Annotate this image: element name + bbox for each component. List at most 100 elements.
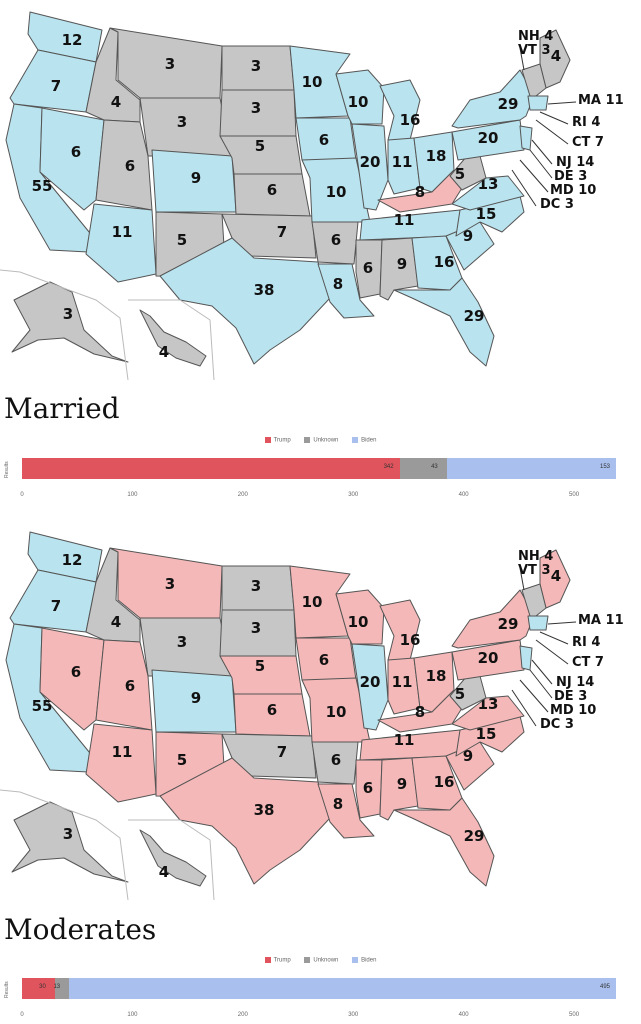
results-bar-moderates: 30 13 495 — [22, 978, 616, 999]
callout-label: RI 4 — [572, 635, 600, 650]
state-mt: 3 — [109, 547, 223, 619]
callout-label: RI 4 — [572, 115, 600, 130]
axis-tick-label: 200 — [237, 492, 248, 498]
state-ga: 16 — [411, 755, 463, 811]
electoral-votes-label: 5 — [177, 751, 187, 769]
legend-item-biden: Biden — [352, 957, 376, 964]
callout-line — [535, 119, 569, 145]
electoral-votes-label: 20 — [478, 649, 499, 667]
state-fl: 29 — [393, 277, 495, 367]
state-shape — [39, 107, 105, 211]
axis-tick-label: 300 — [348, 1012, 359, 1018]
state-shape — [527, 95, 549, 111]
state-shape — [387, 657, 421, 715]
callout-label: CT 7 — [572, 655, 604, 670]
bar-segment-biden — [69, 978, 616, 999]
state-mi: 16 — [379, 79, 421, 141]
state-wi: 10 — [335, 69, 385, 125]
callout-line — [511, 169, 537, 207]
state-tn: 11 — [359, 729, 471, 761]
callout-line — [539, 631, 569, 645]
electoral-votes-label: 10 — [348, 93, 369, 111]
state-shape — [85, 723, 157, 803]
electoral-votes-label: 38 — [254, 281, 275, 299]
electoral-votes-label: 8 — [415, 183, 425, 201]
electoral-votes-label: 10 — [326, 703, 347, 721]
electoral-votes-label: 11 — [392, 673, 413, 691]
electoral-votes-label: 9 — [397, 775, 407, 793]
legend-label: Unknown — [313, 437, 339, 444]
state-oh: 18 — [413, 131, 455, 193]
state-ar: 6 — [311, 741, 359, 785]
electoral-votes-label: 9 — [191, 169, 201, 187]
electoral-votes-label: 5 — [255, 137, 265, 155]
state-shape — [451, 119, 525, 161]
callout-label: MD 10 — [550, 703, 596, 718]
axis-tick-label: 400 — [458, 492, 469, 498]
axis-tick-label: 200 — [237, 1012, 248, 1018]
electoral-votes-label: 29 — [498, 615, 519, 633]
legend-swatch-unknown — [304, 957, 311, 963]
state-shape — [335, 589, 385, 645]
electoral-votes-label: 6 — [331, 751, 341, 769]
electoral-votes-label: 15 — [476, 725, 497, 743]
bar-segment-unknown — [55, 978, 70, 999]
electoral-votes-label: 6 — [125, 677, 135, 695]
legend-label: Trump — [273, 957, 291, 964]
state-shape — [451, 695, 525, 731]
callout-label: MD 10 — [550, 183, 596, 198]
state-ms: 6 — [355, 239, 383, 299]
callout-label: NJ 14 — [556, 675, 594, 690]
electoral-votes-label: 16 — [400, 631, 421, 649]
state-shape — [351, 123, 389, 211]
electoral-votes-label: 11 — [394, 211, 415, 229]
legend-swatch-trump — [264, 957, 271, 963]
callout-label: NJ 14 — [556, 155, 594, 170]
electoral-votes-label: 10 — [326, 183, 347, 201]
electoral-votes-label: 10 — [348, 613, 369, 631]
electoral-votes-label: 3 — [251, 577, 261, 595]
callout-label: DE 3 — [554, 169, 587, 184]
state-ar: 6 — [311, 221, 359, 265]
electoral-votes-label: 3 — [251, 57, 261, 75]
electoral-votes-label: 5 — [455, 165, 465, 183]
state-il: 20 — [351, 643, 389, 731]
bar-ylabel: Results — [4, 461, 10, 478]
state-az: 11 — [85, 723, 157, 803]
state-shape — [355, 239, 383, 299]
electoral-votes-label: 20 — [478, 129, 499, 147]
state-in: 11 — [387, 137, 421, 195]
axis-tick-label: 100 — [127, 492, 138, 498]
state-shape — [85, 203, 157, 283]
electoral-votes-label: 5 — [255, 657, 265, 675]
electoral-votes-label: 6 — [331, 231, 341, 249]
callout-label: NH 4 — [518, 549, 553, 564]
state-la: 8 — [317, 783, 375, 839]
state-ak: 3 — [11, 281, 129, 363]
state-ms: 6 — [355, 759, 383, 819]
state-shape — [519, 645, 533, 671]
bar-value-trump: 342 — [383, 464, 394, 470]
electoral-votes-label: 8 — [333, 795, 343, 813]
bar-value-unknown: 43 — [431, 464, 438, 470]
state-sd: 3 — [219, 609, 297, 657]
state-mo: 10 — [301, 677, 371, 743]
axis-tick-label: 500 — [569, 1012, 580, 1018]
state-nv: 6 — [39, 627, 105, 731]
state-in: 11 — [387, 657, 421, 715]
electoral-votes-label: 8 — [333, 275, 343, 293]
electoral-votes-label: 4 — [111, 613, 121, 631]
legend-item-unknown: Unknown — [304, 957, 338, 964]
bar-segment-unknown — [399, 458, 448, 479]
electoral-votes-label: 7 — [277, 743, 287, 761]
electoral-votes-label: 10 — [302, 593, 323, 611]
results-axis-moderates: 0 100 200 300 400 500 — [20, 1012, 616, 1022]
electoral-votes-label: 11 — [392, 153, 413, 171]
legend-label: Trump — [273, 437, 291, 444]
legend-label: Unknown — [313, 957, 339, 964]
callout-line — [547, 621, 577, 625]
legend-label: Biden — [361, 957, 377, 964]
electoral-votes-label: 29 — [464, 307, 485, 325]
state-shape — [393, 277, 495, 367]
state-hi: 4 — [139, 309, 207, 367]
